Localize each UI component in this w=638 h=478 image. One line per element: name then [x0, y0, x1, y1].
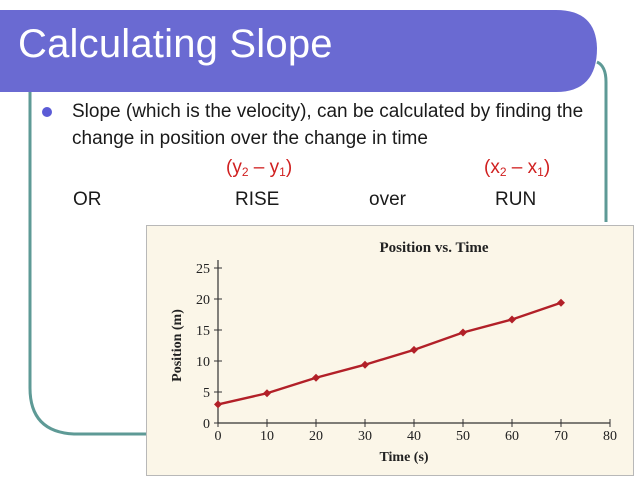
data-point-3 [361, 360, 369, 369]
x-tick-label-3: 30 [358, 429, 372, 444]
run-formula-mid: – x [506, 157, 538, 178]
y-axis-label: Position (m) [170, 309, 185, 382]
frame-right-border [596, 60, 608, 222]
run-formula-open: (x [484, 157, 500, 178]
y-tick-label-5: 25 [196, 262, 210, 277]
rise-formula-open: (y [226, 157, 242, 178]
data-point-1 [263, 389, 271, 398]
title-bar [0, 10, 597, 92]
y-tick-label-0: 0 [203, 417, 210, 432]
x-tick-label-1: 10 [260, 429, 274, 444]
run-formula-sub1: 2 [499, 165, 507, 179]
data-point-4 [410, 345, 418, 354]
data-point-7 [557, 298, 565, 307]
over-label: over [369, 189, 406, 210]
y-tick-label-2: 10 [196, 355, 210, 370]
chart-panel: Position vs. Time 0 5 10 15 20 25 0 10 20 30 40 50 60… [146, 225, 634, 476]
x-tick-label-7: 70 [554, 429, 568, 444]
run-formula: (x2 – x1) [484, 157, 550, 179]
or-label: OR [73, 189, 102, 210]
slide-title: Calculating Slope [18, 22, 333, 66]
y-tick-label-1: 5 [203, 386, 210, 401]
x-axis-label: Time (s) [379, 450, 428, 465]
x-tick-label-6: 60 [505, 429, 519, 444]
frame-left-border [28, 90, 150, 436]
y-tick-label-3: 15 [196, 324, 210, 339]
x-tick-label-5: 50 [456, 429, 470, 444]
run-label: RUN [495, 189, 537, 210]
x-tick-label-2: 20 [309, 429, 323, 444]
rise-formula-mid: – y [248, 157, 280, 178]
x-tick-label-0: 0 [215, 429, 222, 444]
position-time-chart: Position vs. Time 0 5 10 15 20 25 0 10 20 30 40 50 60… [170, 240, 617, 465]
bullet-text: Slope (which is the velocity), can be ca… [72, 101, 584, 149]
bullet-icon [42, 107, 52, 117]
rise-formula-close: ) [285, 157, 293, 178]
data-point-5 [459, 328, 467, 337]
rise-formula: (y2 – y1) [226, 157, 292, 179]
data-point-0 [214, 400, 222, 409]
run-formula-sub2: 1 [537, 165, 544, 179]
series-line-0 [217, 301, 562, 406]
data-point-2 [312, 373, 320, 382]
rise-label: RISE [235, 189, 280, 210]
rise-formula-sub1: 2 [241, 165, 249, 179]
rise-formula-sub2: 1 [279, 165, 286, 179]
x-tick-label-8: 80 [603, 429, 617, 444]
chart-title: Position vs. Time [379, 240, 488, 256]
data-point-6 [508, 315, 516, 324]
run-formula-close: ) [543, 157, 551, 178]
y-tick-label-4: 20 [196, 293, 210, 308]
x-tick-label-4: 40 [407, 429, 421, 444]
